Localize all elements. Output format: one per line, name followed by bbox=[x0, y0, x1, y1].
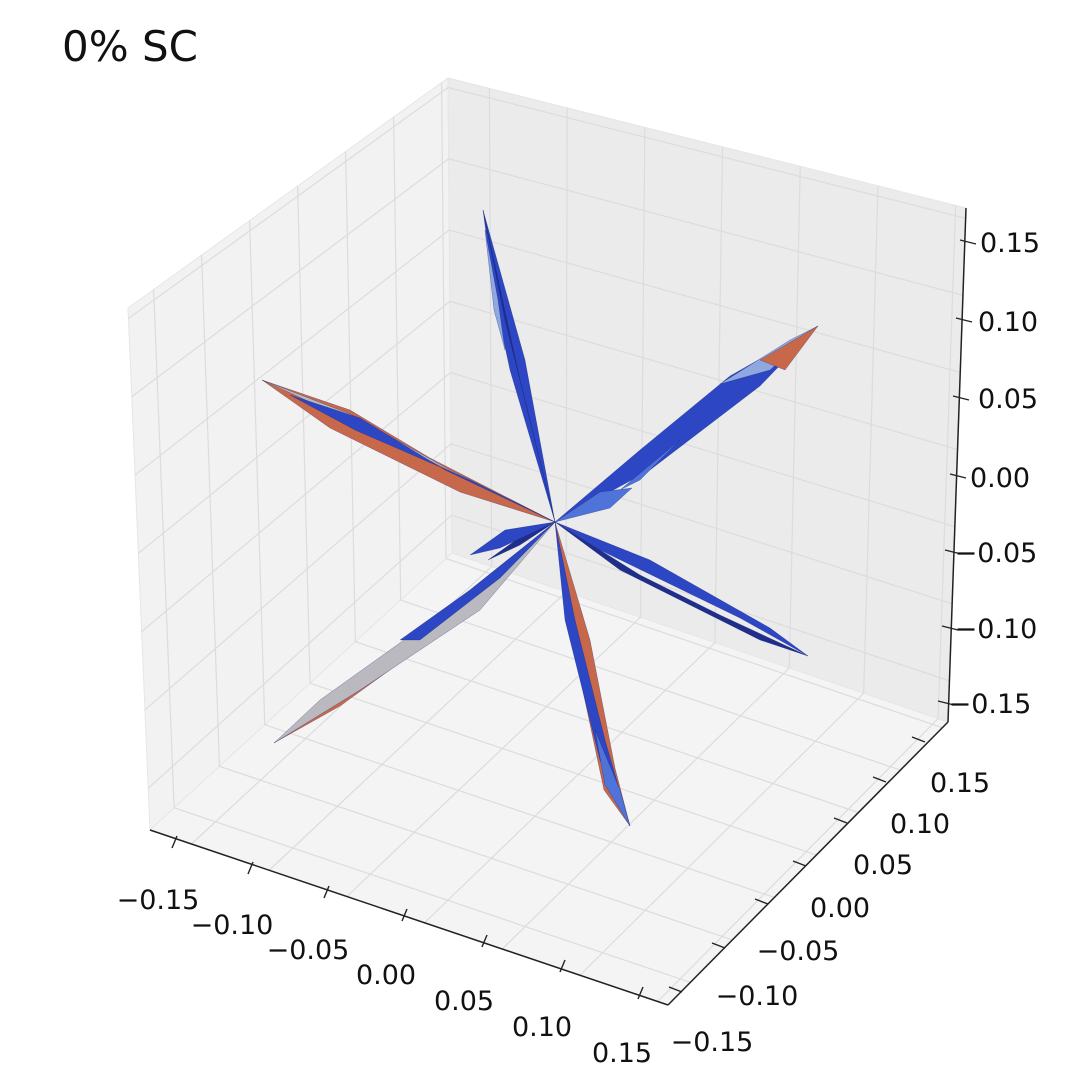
grid-line-x bbox=[346, 127, 646, 897]
grid-line-z bbox=[144, 443, 953, 711]
y-tick-mark bbox=[792, 860, 807, 867]
x-tick-label: 0.00 bbox=[356, 960, 416, 991]
chart-title: 0% SC bbox=[62, 22, 198, 71]
x-tick-label: 0.10 bbox=[512, 1012, 572, 1043]
axis-ticks: −0.15−0.10−0.050.000.050.100.15 −0.15−0.1… bbox=[117, 228, 1040, 1069]
x-tick-mark bbox=[637, 986, 644, 1000]
y-tick-label: −0.05 bbox=[757, 936, 840, 967]
x-tick-label: −0.15 bbox=[117, 885, 200, 916]
grid-line-y bbox=[441, 82, 943, 729]
z-tick-label: −0.10 bbox=[955, 614, 1038, 645]
y-tick-label: 0.05 bbox=[853, 850, 913, 881]
x-tick-label: 0.15 bbox=[592, 1038, 652, 1069]
z-tick-mark bbox=[941, 625, 959, 631]
z-tick-label: −0.15 bbox=[949, 689, 1032, 720]
z-axis-line bbox=[947, 207, 967, 723]
x-tick-label: −0.10 bbox=[191, 910, 274, 941]
grid-line-z bbox=[134, 229, 961, 476]
y-tick-mark bbox=[668, 986, 683, 993]
x-tick-mark bbox=[323, 885, 330, 899]
y-tick-label: 0.15 bbox=[930, 768, 990, 799]
x-tick-mark bbox=[559, 959, 566, 973]
axis-lines bbox=[149, 207, 967, 1006]
lobe-down bbox=[594, 729, 631, 827]
z-tick-label: 0.15 bbox=[980, 228, 1040, 259]
y-tick-mark bbox=[754, 898, 769, 905]
z-tick-mark bbox=[952, 395, 970, 401]
axes-panes bbox=[127, 77, 967, 1006]
grid-line-z bbox=[131, 158, 964, 398]
lobe-core bbox=[469, 521, 556, 556]
grid-line-y bbox=[249, 220, 775, 899]
y-tick-mark bbox=[872, 776, 887, 783]
lobe-up bbox=[484, 229, 506, 351]
y-tick-mark bbox=[711, 942, 726, 949]
y-tick-label: −0.10 bbox=[716, 981, 799, 1012]
surface-plot bbox=[261, 209, 819, 827]
grid-line-x bbox=[501, 166, 801, 950]
grid-line-z bbox=[141, 371, 956, 633]
z-tick-mark bbox=[959, 239, 977, 245]
grid-line-y bbox=[393, 117, 901, 771]
z-tick-mark bbox=[955, 317, 973, 323]
x-tick-mark bbox=[171, 835, 178, 849]
y-tick-label: 0.00 bbox=[810, 893, 870, 924]
z-tick-label: 0.00 bbox=[970, 463, 1030, 494]
grid-line-y bbox=[297, 186, 817, 856]
grid-line-z bbox=[147, 514, 950, 789]
y-axis-line bbox=[667, 721, 949, 1006]
x-axis-line bbox=[149, 829, 669, 1006]
lobe-lower-right bbox=[554, 521, 809, 657]
x-tick-mark bbox=[247, 861, 254, 875]
grid-line-y bbox=[153, 289, 691, 983]
x-tick-mark bbox=[481, 934, 488, 948]
z-tick-mark bbox=[949, 473, 967, 479]
x-tick-mark bbox=[401, 908, 408, 922]
lobe-upper-right bbox=[759, 325, 819, 371]
y-tick-mark bbox=[911, 736, 926, 743]
z-tick-mark bbox=[944, 549, 962, 555]
grid-lines bbox=[128, 82, 966, 1002]
grid-line-y bbox=[201, 255, 733, 941]
y-tick-label: −0.15 bbox=[671, 1027, 754, 1058]
grid-line-y bbox=[345, 151, 859, 814]
z-tick-label: 0.05 bbox=[978, 384, 1038, 415]
grid-line-z bbox=[128, 86, 966, 319]
grid-line-x bbox=[579, 185, 879, 976]
x-tick-label: 0.05 bbox=[434, 986, 494, 1017]
z-tick-mark bbox=[937, 700, 955, 706]
lobe-core bbox=[554, 487, 633, 523]
x-tick-label: −0.05 bbox=[267, 935, 350, 966]
grid-line-x bbox=[424, 146, 724, 924]
z-tick-label: −0.05 bbox=[955, 538, 1038, 569]
z-tick-label: 0.10 bbox=[978, 307, 1038, 338]
lobe-lower-left bbox=[399, 521, 556, 641]
grid-line-x bbox=[657, 205, 957, 1002]
y-tick-mark bbox=[833, 817, 848, 824]
grid-line-z bbox=[137, 300, 958, 554]
y-tick-label: 0.10 bbox=[890, 809, 950, 840]
